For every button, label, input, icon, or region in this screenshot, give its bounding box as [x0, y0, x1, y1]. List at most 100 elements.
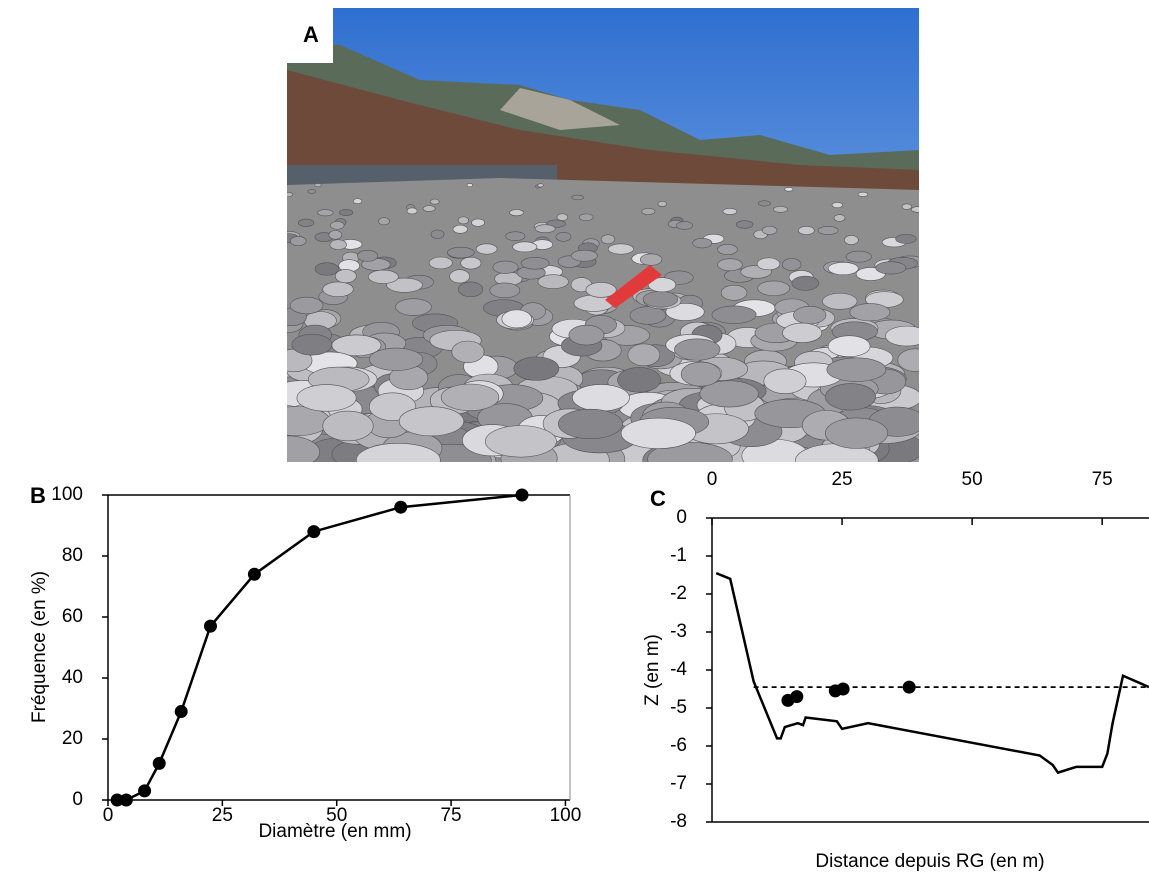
- y-tick-label: -5: [670, 697, 687, 718]
- series-line: [715, 571, 1149, 775]
- pebble: [484, 425, 557, 458]
- pebble: [314, 183, 322, 188]
- pebble: [297, 218, 315, 227]
- pebble: [844, 235, 859, 245]
- pebble: [296, 384, 357, 412]
- pebble: [457, 216, 469, 225]
- pebble: [657, 200, 668, 207]
- pebble: [406, 207, 418, 215]
- pebble: [763, 368, 807, 394]
- pebble: [758, 200, 771, 207]
- pebble: [600, 234, 616, 245]
- chart: 0 25 50 75 0 -1 -2 -3 -4 -5 -6 -7 -8 Distance depuis …: [642, 469, 1149, 872]
- label-box: [642, 486, 672, 514]
- x-tick-label: 50: [326, 805, 347, 826]
- y-axis-title: Z (en m): [642, 634, 663, 706]
- pebble: [781, 258, 802, 271]
- pebble: [782, 322, 823, 343]
- pebble: [901, 203, 912, 210]
- pebble: [307, 189, 316, 194]
- pebble: [369, 347, 424, 371]
- pebble: [692, 237, 713, 249]
- pebble: [573, 294, 615, 312]
- pebble: [289, 235, 307, 247]
- pebble: [466, 183, 473, 188]
- point: [110, 793, 124, 807]
- pebble: [773, 206, 788, 213]
- y-tick-label: -1: [670, 545, 687, 566]
- pebble: [675, 221, 694, 230]
- pebble: [398, 406, 465, 437]
- pebble: [458, 281, 484, 298]
- point: [790, 690, 804, 704]
- pebble: [378, 217, 390, 226]
- pebble: [817, 226, 839, 235]
- pebble: [558, 408, 623, 440]
- y-tick-label: 20: [62, 728, 83, 749]
- x-tick-label: 25: [212, 805, 233, 826]
- pebble: [555, 232, 572, 242]
- pebble: [699, 380, 759, 408]
- pebble: [665, 303, 705, 321]
- panel-label: A: [303, 22, 319, 47]
- pebble: [895, 233, 917, 244]
- pebble: [471, 218, 485, 227]
- pebble: [501, 309, 532, 329]
- pebble: [722, 208, 738, 215]
- y-tick-label: -6: [670, 735, 687, 756]
- pebble: [447, 246, 475, 259]
- pebble: [629, 306, 667, 325]
- pebble: [452, 224, 468, 234]
- pebble: [825, 383, 876, 411]
- pebble: [735, 220, 754, 229]
- pebble: [845, 250, 872, 263]
- pebble: [791, 275, 820, 291]
- pebble: [537, 274, 569, 289]
- x-tick-label: 50: [962, 469, 983, 490]
- pebble: [513, 356, 560, 381]
- point: [152, 756, 166, 770]
- pebble: [720, 284, 748, 301]
- pebble: [756, 257, 781, 271]
- y-tick-label: -4: [670, 659, 687, 680]
- panel-label: C: [650, 486, 666, 511]
- pebble: [339, 209, 354, 216]
- pebble: [911, 206, 919, 213]
- pebble: [642, 291, 678, 308]
- x-tick-label: 100: [550, 805, 582, 826]
- pebble: [430, 198, 440, 205]
- y-tick-label: -2: [670, 583, 687, 604]
- pebble: [717, 244, 738, 256]
- pebble: [322, 410, 374, 442]
- pebble: [289, 296, 324, 315]
- x-tick-label: 75: [440, 805, 461, 826]
- pebble: [570, 249, 598, 262]
- pebble: [680, 361, 721, 387]
- pebble: [798, 226, 815, 235]
- pebble: [440, 383, 500, 411]
- pebble: [422, 205, 436, 212]
- pebble: [849, 303, 891, 322]
- pebble: [897, 348, 919, 372]
- pebble: [578, 213, 594, 222]
- pebble: [822, 292, 858, 310]
- pebble: [607, 243, 634, 255]
- chart: 0 25 50 75 100 0 20 40 60 80 100 Diamètre (en mm) Fr…: [22, 483, 581, 842]
- pebble: [585, 282, 617, 298]
- pebble: [831, 201, 843, 209]
- panel-label: B: [30, 483, 46, 508]
- x-tick-label: 25: [831, 469, 852, 490]
- pebble: [620, 417, 696, 449]
- pebble: [826, 357, 887, 382]
- point: [174, 705, 188, 719]
- pebble: [395, 298, 432, 316]
- pebble: [492, 260, 519, 274]
- x-axis-title: Distance depuis RG (en m): [815, 851, 1044, 872]
- pebble: [329, 239, 347, 250]
- label-box: [287, 8, 333, 63]
- pebble: [757, 280, 791, 296]
- pebble: [825, 417, 889, 449]
- pebble: [793, 306, 827, 325]
- point: [203, 619, 217, 633]
- point: [836, 682, 850, 696]
